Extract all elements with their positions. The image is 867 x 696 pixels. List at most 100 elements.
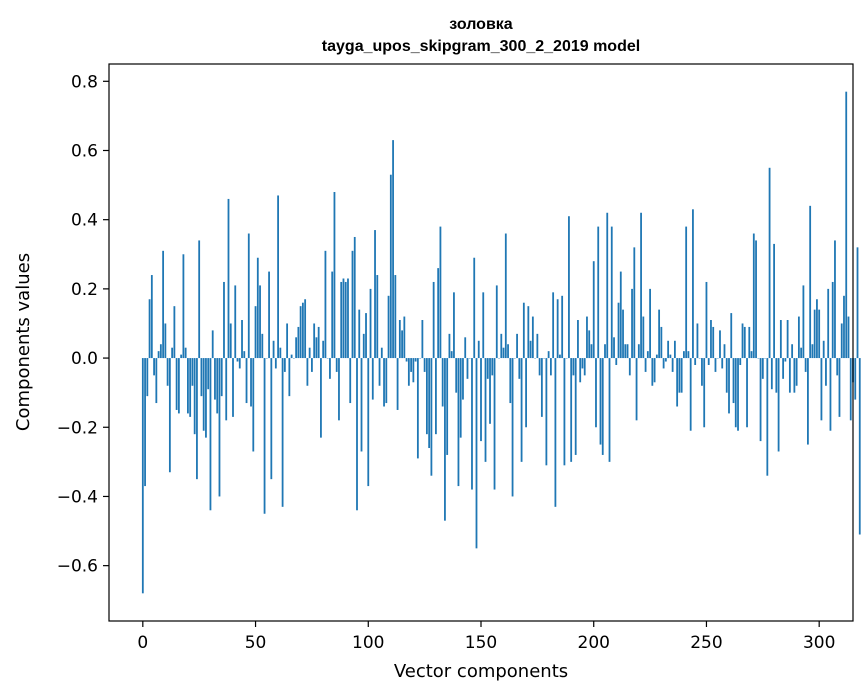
bar-182 [552,292,555,359]
bar-16 [177,358,180,414]
bar-249 [703,358,706,428]
bar-119 [410,358,413,372]
bar-36 [223,281,225,359]
bar-29 [207,358,210,390]
bar-202 [597,226,600,359]
bar-107 [383,358,385,407]
bar-184 [556,299,559,359]
bar-306 [831,281,834,359]
bar-136 [448,333,451,359]
bar-209 [613,337,615,359]
bar-41 [234,285,237,359]
bar-228 [655,354,658,359]
bar-60 [277,195,279,359]
bar-297 [811,344,814,359]
bar-17 [180,354,183,359]
bar-51 [256,257,259,359]
bar-311 [843,295,845,359]
bar-280 [773,243,775,359]
y-tick-label: −0.6 [57,557,98,577]
bar-78 [317,326,320,359]
bar-161 [504,233,507,359]
bar-300 [818,309,821,359]
bar-151 [482,292,485,359]
bar-171 [527,306,530,359]
bar-268 [746,358,748,428]
bar-18 [182,254,185,359]
bar-148 [475,358,478,549]
bar-240 [683,351,685,359]
bar-89 [342,278,345,359]
y-tick-label: −0.2 [57,418,98,438]
bar-232 [664,358,667,362]
bar-79 [320,358,322,438]
bar-220 [637,344,640,359]
bar-52 [259,285,261,359]
bar-318 [858,358,861,535]
bar-75 [311,358,313,372]
bar-241 [685,226,688,359]
bar-86 [335,358,338,372]
bar-238 [678,358,681,393]
bar-85 [333,192,336,359]
bar-275 [761,358,764,379]
bar-225 [649,288,651,359]
bar-175 [536,333,539,359]
bar-11 [166,358,169,386]
bar-287 [788,358,791,393]
bar-112 [394,275,397,359]
bar-144 [466,358,469,379]
bar-84 [331,271,334,359]
bar-237 [676,358,679,407]
bar-111 [392,140,394,359]
bar-289 [793,358,796,393]
bar-294 [804,358,807,372]
bar-196 [583,358,586,376]
bar-100 [367,358,370,487]
bar-122 [416,358,419,459]
bar-118 [407,358,410,386]
bar-231 [662,358,665,369]
x-axis-ticks: 0 50 100 150 200 250 300 [137,621,835,653]
bar-246 [696,323,699,359]
bar-221 [640,212,642,359]
bar-309 [838,358,841,417]
bar-303 [825,358,827,386]
bar-187 [563,358,566,466]
bar-239 [680,358,683,393]
bar-48 [250,358,252,407]
bar-10 [164,323,167,359]
bar-168 [520,358,523,462]
bar-260 [728,358,730,414]
bar-189 [568,216,570,359]
bar-126 [425,358,428,435]
bar-32 [214,358,216,400]
bar-229 [658,309,661,359]
bar-243 [689,358,692,431]
bar-212 [619,271,622,359]
bar-115 [401,330,403,359]
bar-271 [752,233,755,359]
bar-0 [141,358,144,594]
bar-257 [721,358,724,369]
bar-307 [834,240,836,359]
bar-302 [822,340,825,359]
bar-4 [150,275,153,359]
bar-73 [306,358,309,386]
bar-96 [358,309,361,359]
bar-181 [549,358,552,376]
bar-288 [791,344,794,359]
bar-28 [205,358,207,438]
bar-266 [741,323,744,359]
bar-117 [405,358,408,362]
bar-142 [462,358,464,400]
bar-166 [516,333,518,359]
bar-290 [795,358,798,386]
bar-35 [220,358,223,397]
bar-131 [437,268,440,359]
bar-177 [540,358,543,417]
bar-7 [157,351,160,359]
bar-30 [209,358,212,511]
bar-230 [660,326,663,359]
y-tick-label: −0.4 [57,487,98,507]
